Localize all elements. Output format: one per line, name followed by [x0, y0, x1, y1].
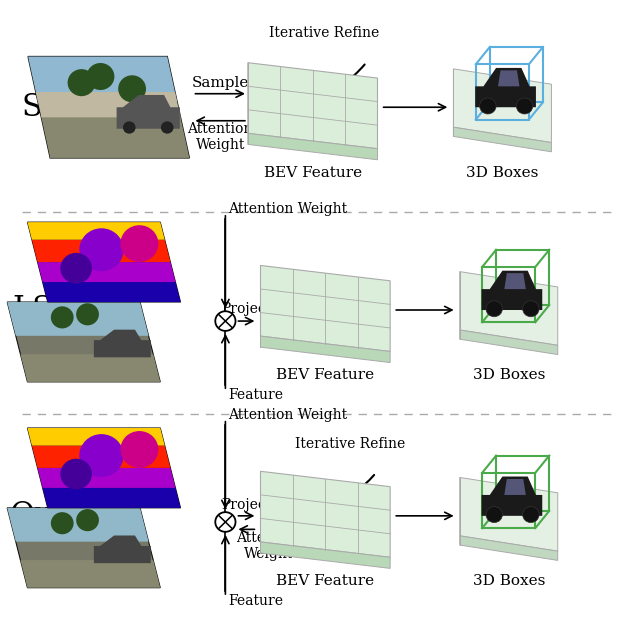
Circle shape	[68, 69, 96, 96]
Polygon shape	[460, 536, 558, 560]
Polygon shape	[27, 428, 181, 508]
Circle shape	[61, 459, 92, 489]
Text: Attention Weight: Attention Weight	[228, 202, 348, 216]
Circle shape	[76, 303, 99, 326]
Polygon shape	[28, 56, 177, 102]
Polygon shape	[454, 127, 551, 152]
Polygon shape	[20, 354, 160, 382]
Polygon shape	[20, 560, 160, 588]
Polygon shape	[38, 468, 175, 488]
Polygon shape	[7, 508, 149, 542]
Polygon shape	[7, 508, 160, 588]
Text: Attention
Weight: Attention Weight	[236, 531, 302, 560]
Circle shape	[79, 228, 124, 272]
Polygon shape	[41, 115, 189, 158]
Circle shape	[61, 253, 92, 283]
Polygon shape	[32, 446, 170, 468]
Polygon shape	[248, 133, 378, 160]
Circle shape	[123, 122, 136, 134]
Polygon shape	[28, 56, 189, 158]
Text: Feature: Feature	[228, 594, 283, 608]
Text: LSS: LSS	[12, 294, 74, 326]
Circle shape	[79, 434, 124, 477]
Circle shape	[76, 509, 99, 531]
Circle shape	[486, 507, 502, 523]
Polygon shape	[498, 70, 519, 86]
Circle shape	[523, 301, 539, 317]
Polygon shape	[482, 271, 542, 310]
Circle shape	[118, 75, 146, 102]
Polygon shape	[27, 428, 165, 446]
Polygon shape	[94, 330, 151, 357]
Polygon shape	[454, 69, 551, 143]
Text: BEV Feature: BEV Feature	[276, 574, 375, 588]
Circle shape	[51, 306, 73, 329]
Text: Sample: Sample	[191, 76, 249, 90]
Text: BEV Feature: BEV Feature	[276, 368, 375, 383]
Text: Feature: Feature	[228, 388, 283, 402]
Circle shape	[215, 311, 235, 331]
Polygon shape	[7, 302, 149, 336]
Polygon shape	[260, 265, 390, 352]
Polygon shape	[36, 92, 181, 117]
Polygon shape	[43, 488, 181, 508]
Polygon shape	[32, 240, 170, 262]
Polygon shape	[460, 272, 558, 345]
Circle shape	[480, 98, 496, 114]
Polygon shape	[260, 542, 390, 569]
Polygon shape	[460, 477, 558, 551]
Circle shape	[516, 98, 533, 114]
Circle shape	[161, 122, 174, 134]
Polygon shape	[482, 477, 542, 516]
Text: Project: Project	[221, 497, 272, 511]
Polygon shape	[460, 330, 558, 355]
Polygon shape	[117, 95, 180, 129]
Text: Attention
Weight: Attention Weight	[188, 122, 253, 152]
Circle shape	[121, 225, 158, 262]
Circle shape	[523, 507, 539, 523]
Text: 3D Boxes: 3D Boxes	[473, 574, 545, 588]
Polygon shape	[260, 471, 390, 557]
Text: 3D Boxes: 3D Boxes	[466, 166, 538, 180]
Polygon shape	[38, 262, 175, 282]
Circle shape	[215, 512, 235, 532]
Polygon shape	[27, 222, 181, 302]
Text: BEV Feature: BEV Feature	[263, 166, 362, 180]
Polygon shape	[504, 479, 526, 495]
Polygon shape	[260, 336, 390, 363]
Text: SC: SC	[22, 92, 66, 123]
Polygon shape	[504, 273, 526, 289]
Text: Project: Project	[221, 302, 272, 316]
Circle shape	[87, 63, 114, 90]
Circle shape	[121, 431, 158, 468]
Text: 3D Boxes: 3D Boxes	[473, 368, 545, 383]
Polygon shape	[7, 302, 160, 382]
Polygon shape	[43, 282, 181, 302]
Circle shape	[486, 301, 502, 317]
Text: Iterative Refine: Iterative Refine	[295, 437, 406, 451]
Circle shape	[51, 512, 73, 534]
Polygon shape	[475, 68, 536, 107]
Polygon shape	[94, 536, 151, 563]
Polygon shape	[248, 63, 378, 149]
Text: Iterative Refine: Iterative Refine	[269, 25, 379, 40]
Text: Ours: Ours	[9, 500, 84, 531]
Text: Attention Weight: Attention Weight	[228, 408, 348, 422]
Polygon shape	[27, 222, 165, 240]
